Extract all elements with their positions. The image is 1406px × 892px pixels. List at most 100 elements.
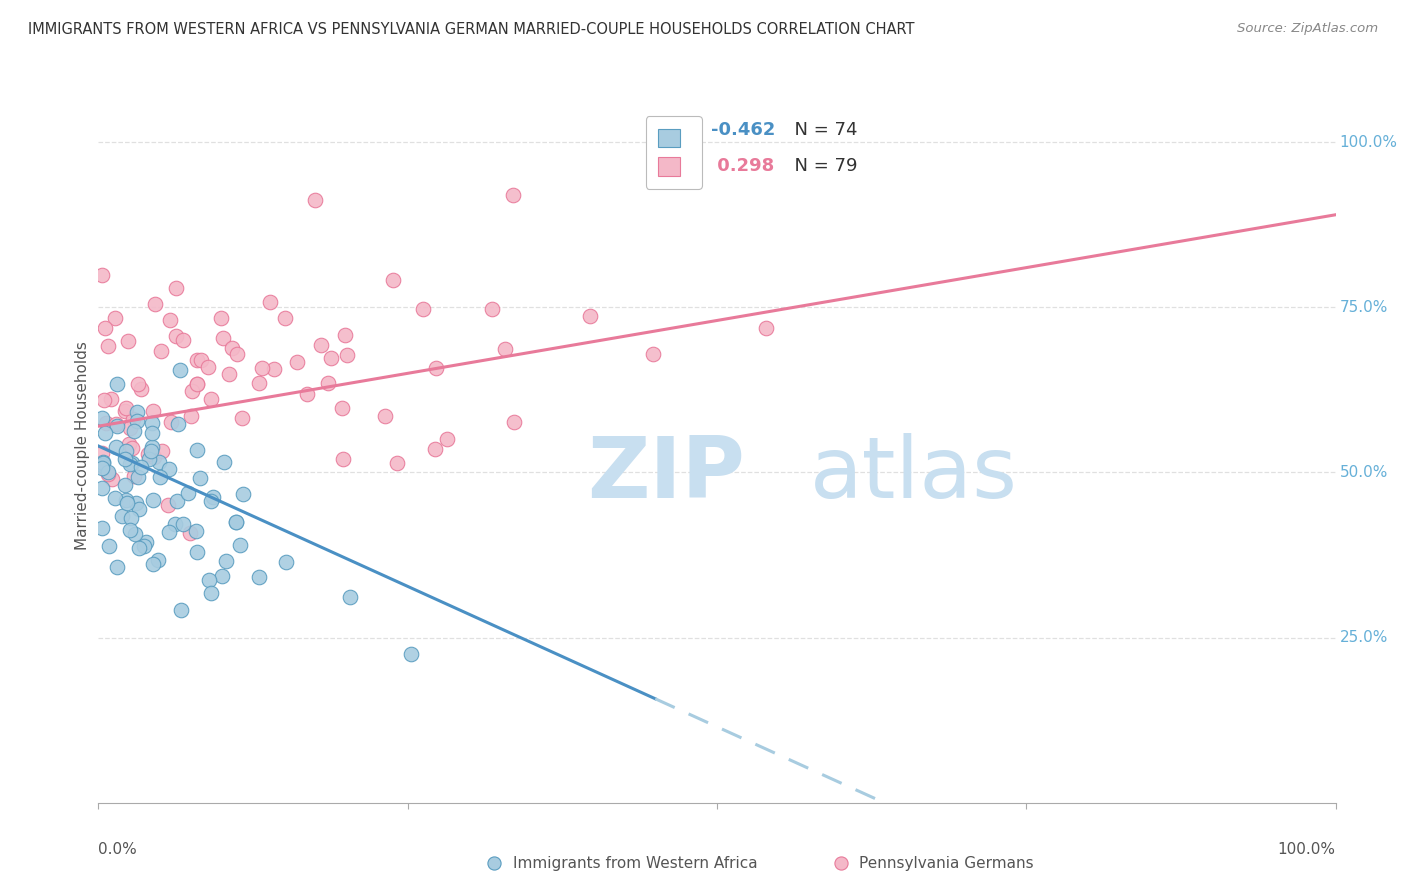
Point [94, 426, 117, 441]
Point [830, 852, 852, 866]
Point [263, 361, 285, 376]
Text: 0.298: 0.298 [711, 157, 775, 175]
Point [143, 297, 166, 311]
Point [105, 440, 128, 454]
Point [502, 188, 524, 202]
Text: atlas: atlas [810, 433, 1018, 516]
Point [181, 384, 204, 398]
Point [91, 268, 114, 282]
Point [198, 573, 221, 587]
Point [186, 442, 208, 457]
Point [247, 570, 270, 584]
Point [124, 527, 146, 541]
Point [209, 310, 232, 325]
Point [148, 455, 170, 469]
Point [755, 320, 778, 334]
Point [165, 281, 187, 295]
Point [172, 516, 194, 531]
Point [142, 558, 165, 572]
Point [105, 419, 128, 434]
Point [118, 437, 141, 451]
Point [96, 467, 118, 482]
Point [146, 553, 169, 567]
Point [165, 517, 187, 532]
Point [91, 458, 114, 473]
Point [105, 417, 128, 431]
Point [200, 392, 222, 406]
Y-axis label: Married-couple Households: Married-couple Households [75, 342, 90, 550]
Point [184, 524, 207, 538]
Point [212, 455, 235, 469]
Point [170, 603, 193, 617]
Point [436, 432, 458, 446]
Text: 0.0%: 0.0% [98, 842, 138, 857]
Point [200, 586, 222, 600]
Point [114, 478, 136, 492]
Text: Pennsylvania Germans: Pennsylvania Germans [859, 856, 1033, 871]
Point [641, 347, 664, 361]
Point [104, 491, 127, 505]
Point [97, 339, 120, 353]
Point [494, 342, 516, 356]
Text: N = 74: N = 74 [783, 121, 858, 139]
Point [91, 411, 114, 425]
Point [141, 417, 163, 431]
Point [332, 401, 354, 416]
Point [186, 352, 208, 367]
Point [186, 376, 208, 391]
Point [94, 416, 117, 430]
Point [212, 331, 235, 345]
Point [197, 359, 219, 374]
Text: 75.0%: 75.0% [1340, 300, 1388, 315]
Point [247, 376, 270, 390]
Point [156, 498, 179, 512]
Point [104, 311, 127, 326]
Point [399, 647, 422, 661]
Point [139, 444, 162, 458]
Point [285, 355, 308, 369]
Point [231, 411, 253, 425]
Point [166, 417, 188, 431]
Point [138, 451, 160, 466]
Point [225, 347, 247, 361]
Point [91, 459, 114, 474]
Point [114, 401, 136, 415]
Point [91, 446, 114, 460]
Point [339, 590, 361, 604]
Point [114, 444, 136, 458]
Point [157, 462, 180, 476]
Point [127, 376, 149, 391]
Point [100, 472, 122, 486]
Point [186, 545, 208, 559]
Point [578, 309, 600, 323]
Point [91, 461, 114, 475]
Point [125, 496, 148, 510]
Point [120, 421, 142, 435]
Point [127, 470, 149, 484]
Point [166, 494, 188, 508]
Point [186, 377, 208, 392]
Point [143, 450, 166, 464]
Point [381, 273, 404, 287]
Point [484, 852, 506, 866]
Point [423, 442, 446, 456]
Point [318, 376, 340, 390]
Point [152, 444, 174, 458]
Text: N = 79: N = 79 [783, 157, 858, 175]
Point [135, 535, 157, 549]
Point [91, 455, 114, 469]
Text: 50.0%: 50.0% [1340, 465, 1388, 480]
Point [179, 526, 201, 541]
Point [190, 353, 212, 368]
Text: 25.0%: 25.0% [1340, 630, 1388, 645]
Point [502, 415, 524, 429]
Point [309, 338, 332, 352]
Point [321, 351, 343, 366]
Point [336, 348, 359, 362]
Point [122, 424, 145, 438]
Point [131, 382, 153, 396]
Point [165, 328, 187, 343]
Point [91, 521, 114, 535]
Point [295, 387, 318, 401]
Point [232, 487, 254, 501]
